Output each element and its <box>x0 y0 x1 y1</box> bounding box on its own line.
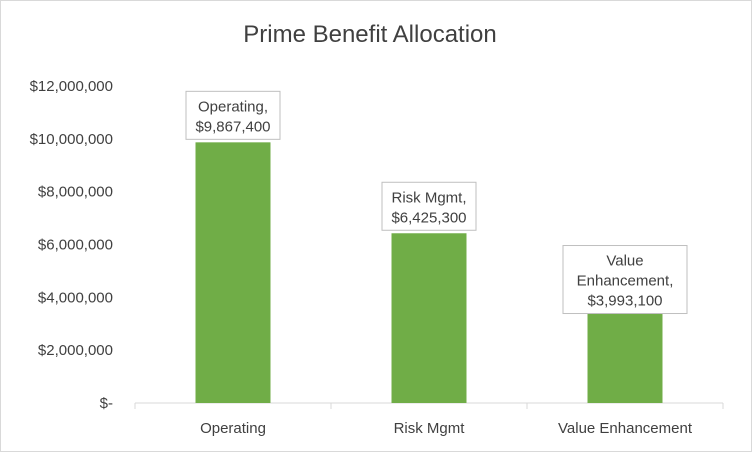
data-label-line: $3,993,100 <box>587 293 662 310</box>
data-label: Value Enhancement, $3,993,100 <box>562 245 688 315</box>
y-tick-label: $4,000,000 <box>38 289 113 306</box>
data-label-line: Enhancement, <box>577 273 674 290</box>
y-tick-label: $12,000,000 <box>30 78 113 95</box>
data-label-box <box>185 90 281 140</box>
x-tick-label: Operating <box>200 420 266 437</box>
x-tick-label: Value Enhancement <box>558 420 693 437</box>
y-tick-label: $- <box>100 395 113 412</box>
category-label-layer: Operating Risk Mgmt Value Enhancement <box>200 420 693 437</box>
data-label-box <box>381 181 477 231</box>
y-tick-label: $10,000,000 <box>30 131 113 148</box>
data-label-line: Operating, <box>198 98 268 115</box>
data-label: Operating, $9,867,400 <box>185 90 281 140</box>
data-label: Risk Mgmt, $6,425,300 <box>381 181 477 231</box>
bar <box>195 142 271 403</box>
bar <box>587 297 663 403</box>
data-label-line: Risk Mgmt, <box>392 189 467 206</box>
data-label-line: $6,425,300 <box>391 209 466 226</box>
data-label-line: $9,867,400 <box>195 118 270 135</box>
chart-title: Prime Benefit Allocation <box>243 21 496 48</box>
bar <box>391 233 467 403</box>
y-tick-label: $2,000,000 <box>38 342 113 359</box>
x-tick-label: Risk Mgmt <box>394 420 466 437</box>
data-label-line: Value <box>606 253 643 270</box>
y-tick-label: $6,000,000 <box>38 237 113 254</box>
data-label-layer: Operating, $9,867,400 Risk Mgmt, $6,425,300… <box>185 90 688 315</box>
data-label-box <box>562 245 688 315</box>
bar-layer <box>195 142 663 403</box>
y-tick-label: $8,000,000 <box>38 184 113 201</box>
